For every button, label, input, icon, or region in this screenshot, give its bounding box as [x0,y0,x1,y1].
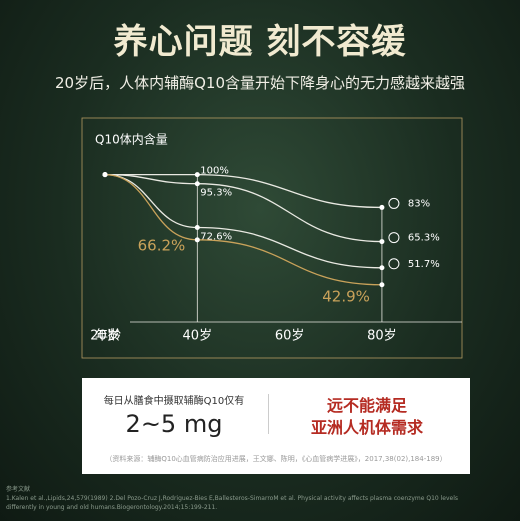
value-label: 66.2% [138,236,186,254]
x-tick-label: 40岁 [183,329,213,344]
series-line [104,173,382,286]
series-line [104,173,382,209]
title: 养心问题 刻不容缓 [113,22,407,62]
references: 参考文献 1.Kalen et al.,Lipids,24,579(1989) … [6,485,458,512]
data-point [379,239,385,245]
data-point [194,172,200,178]
intake-amount: 2~5 mg [125,410,223,438]
value-label: 65.3% [408,233,440,244]
value-label: 42.9% [322,287,370,305]
data-point [194,181,200,187]
x-tick-label: 80岁 [367,329,397,344]
reference: differently in young and old humans.Biog… [6,504,218,511]
data-point [379,265,385,271]
verdict-line: 亚洲人机体需求 [310,418,423,437]
data-point [194,237,200,243]
value-label: 72.6% [200,231,232,242]
data-point [102,172,108,178]
x-axis-label: 年龄 [95,329,121,344]
series-line [104,173,382,243]
verdict-line: 远不能满足 [326,396,407,415]
info-card: 每日从膳食中摄取辅酶Q10仅有 2~5 mg 远不能满足 亚洲人机体需求 （资料… [82,378,470,474]
x-tick-label: 20岁 [90,329,120,344]
chart-frame [81,117,463,359]
organ-icon [388,258,400,270]
subtitle: 20岁后，人体内辅酶Q10含量开始下降身心的无力感越来越强 [55,74,465,92]
divider [268,394,269,434]
value-label: 100% [200,166,229,177]
references-heading: 参考文献 [6,486,31,493]
y-axis-label: Q10体内含量 [95,132,168,147]
organ-icon [388,232,400,244]
value-label: 95.3% [200,188,232,199]
value-label: 83% [408,198,430,209]
intake-label: 每日从膳食中摄取辅酶Q10仅有 [103,396,245,407]
value-label: 51.7% [408,259,440,270]
x-tick-label: 60岁 [275,329,305,344]
reference: 1.Kalen et al.,Lipids,24,579(1989) 2.Del… [6,495,459,502]
data-point [379,282,385,288]
organ-icon [388,197,400,209]
data-point [194,224,200,230]
data-point [379,204,385,210]
source: （资料来源：辅酶Q10心血管病防治应用进展，王文娜、陈明，《心血管病学进展》，2… [105,455,447,463]
